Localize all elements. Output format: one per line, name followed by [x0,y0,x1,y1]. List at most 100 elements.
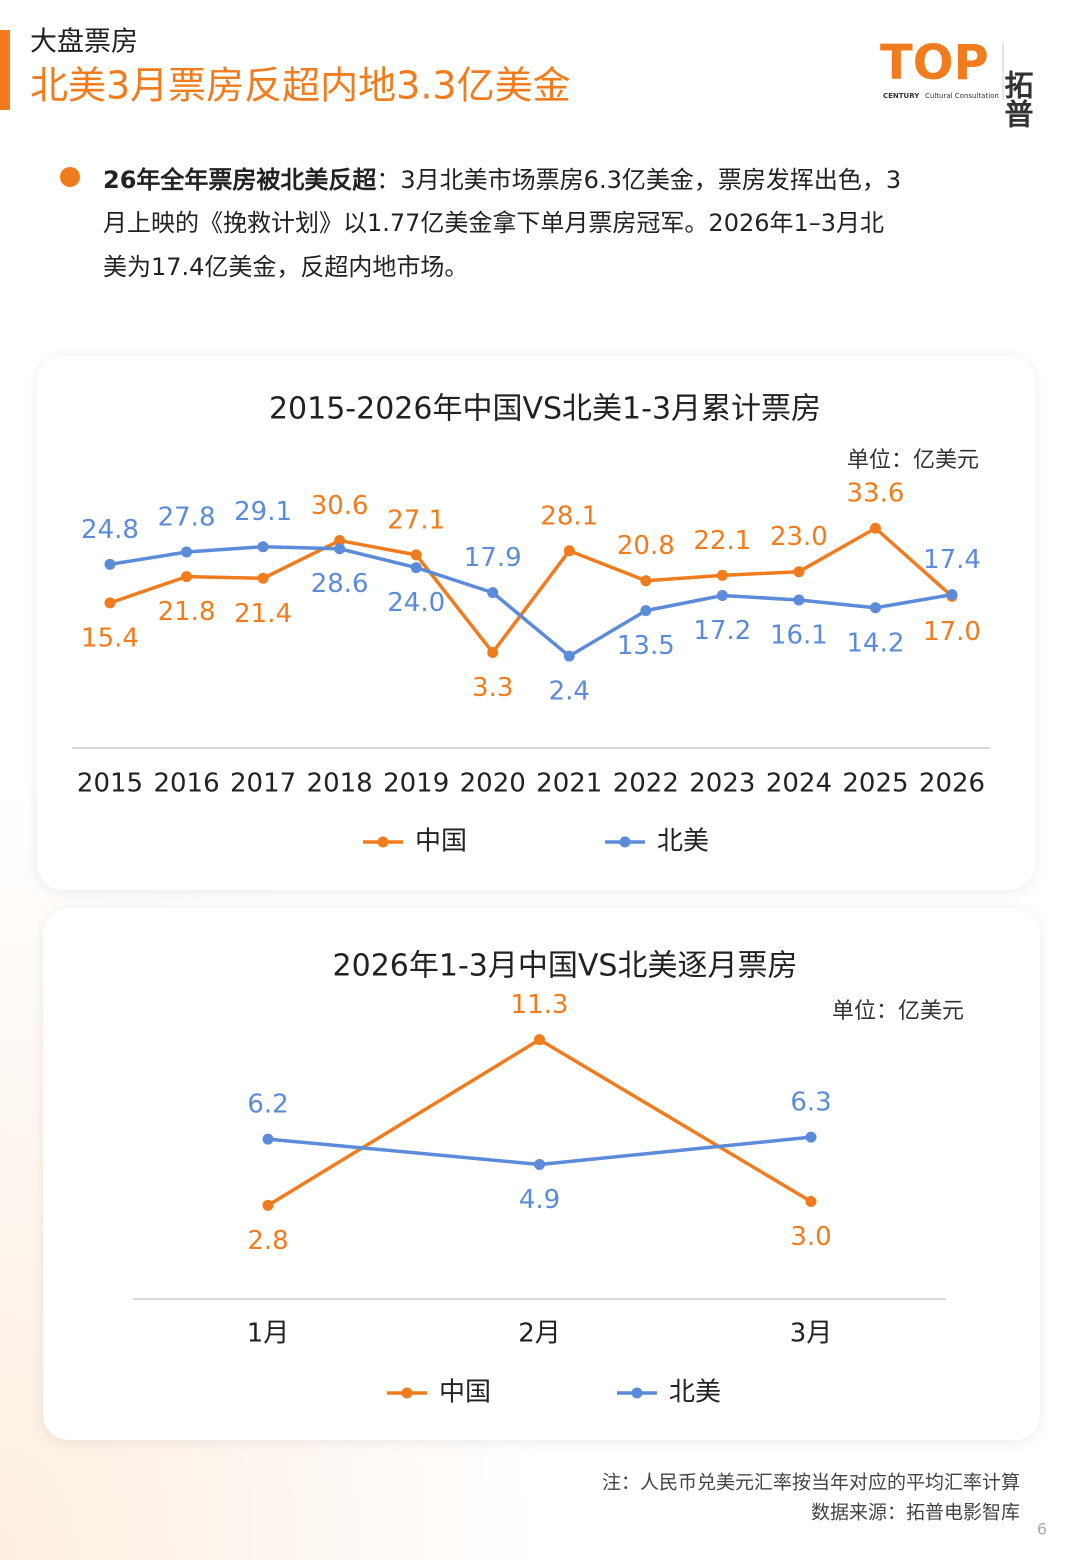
legend-dot [377,836,389,848]
series-line [109,526,954,655]
x-tick-label: 2022 [613,769,679,799]
value-label: 15.4 [81,623,139,653]
x-tick-label: 2019 [383,769,449,799]
value-label: 6.2 [247,1090,288,1120]
x-tick-label: 2023 [689,769,755,799]
value-label: 17.9 [464,543,522,573]
value-label: 4.9 [519,1185,560,1215]
value-label: 17.2 [693,616,751,646]
data-point [487,646,499,658]
value-label: 33.6 [847,479,905,509]
footnote: 注：人民币兑美元汇率按当年对应的平均汇率计算 [602,1472,1020,1494]
legend-label: 中国 [415,827,467,857]
data-point [805,1196,817,1207]
data-point [563,545,575,557]
value-label: 2.4 [549,677,590,707]
value-label: 3.0 [790,1222,831,1252]
x-tick-label: 2015 [77,769,143,799]
data-point [805,1131,817,1143]
value-label: 30.6 [311,491,369,521]
legend-label: 北美 [657,827,709,857]
data-point [869,522,881,534]
value-label: 24.8 [81,515,139,545]
value-label: 24.0 [387,588,445,618]
value-label: 13.5 [617,631,675,661]
value-label: 28.6 [311,569,369,599]
value-label: 28.1 [540,501,598,531]
data-point [640,575,652,587]
paragraph-text: ：3月北美市场票房6.3亿美金，票房发挥出色，3 [376,166,901,194]
data-point [262,1133,274,1145]
x-tick-label: 2月 [518,1319,561,1349]
data-point [181,546,193,558]
value-label: 14.2 [847,628,905,658]
paragraph-lead: 26年全年票房被北美反超 [103,166,377,194]
section-label: 大盘票房 [30,27,138,58]
x-tick-label: 2020 [460,769,526,799]
value-label: 27.8 [158,503,216,533]
value-label: 3.3 [472,673,513,703]
data-point [563,650,575,662]
chart-title: 2015-2026年中国VS北美1-3月累计票房 [269,392,821,427]
data-point [257,572,269,584]
x-tick-label: 2017 [230,769,296,799]
data-point [410,549,422,561]
header-bar [0,30,10,110]
data-point [104,597,116,609]
data-point [334,535,346,547]
legend-dot [631,1387,643,1399]
value-label: 20.8 [617,531,675,561]
value-label: 21.4 [234,599,292,629]
value-label: 22.1 [693,526,751,556]
data-point [946,589,958,601]
data-point [487,587,499,599]
logo-sub: Cultural Consultation [925,92,999,100]
value-label: 27.1 [387,505,445,535]
data-point [534,1034,545,1046]
unit-label: 单位：亿美元 [832,999,964,1024]
data-point [104,558,116,570]
source: 数据来源：拓普电影智库 [811,1502,1020,1524]
paragraph-line: 月上映的《挽救计划》以1.77亿美金拿下单月票房冠军。2026年1–3月北 [103,209,884,237]
series-line [109,544,953,658]
value-label: 6.3 [790,1088,831,1118]
data-point [793,566,805,578]
value-label: 17.0 [923,617,981,647]
logo-sub: CENTURY [883,92,920,100]
chart-card [43,908,1040,1440]
value-label: 2.8 [247,1226,288,1256]
data-point [716,569,728,581]
value-label: 17.4 [923,545,981,575]
data-point [410,562,422,574]
x-tick-label: 3月 [790,1319,833,1349]
x-tick-label: 2016 [153,769,219,799]
x-tick-label: 2026 [919,769,985,799]
data-point [334,543,346,555]
data-point [534,1158,545,1170]
value-label: 21.8 [158,597,216,627]
logo-mark: TOP [880,35,989,91]
page-number: 6 [1037,1520,1047,1539]
legend-label: 北美 [669,1378,721,1408]
data-point [640,605,652,617]
data-point [257,541,269,553]
value-label: 16.1 [770,620,828,650]
page-title: 北美3月票房反超内地3.3亿美金 [30,64,571,108]
data-point [181,571,193,583]
value-label: 29.1 [234,497,292,527]
x-tick-label: 2025 [842,769,908,799]
data-point [793,594,805,606]
value-label: 23.0 [770,522,828,552]
value-label: 11.3 [511,990,569,1020]
chart-title: 2026年1-3月中国VS北美逐月票房 [333,949,798,984]
paragraph-line: 美为17.4亿美金，反超内地市场。 [103,253,468,281]
unit-label: 单位：亿美元 [847,448,979,473]
chart-card [37,356,1035,890]
legend-dot [401,1387,413,1399]
legend-label: 中国 [439,1378,491,1408]
legend-dot [619,836,631,848]
x-tick-label: 1月 [247,1319,290,1349]
logo-brand: 拓普 [1000,70,1034,128]
